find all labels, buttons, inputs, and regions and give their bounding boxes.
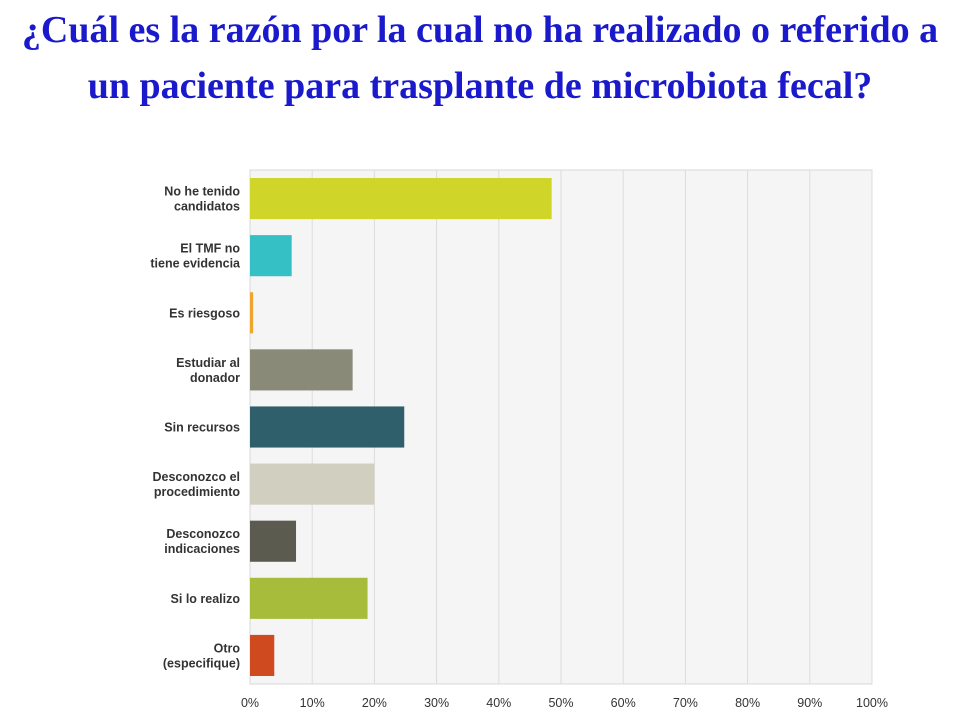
bar xyxy=(250,292,254,334)
category-label: (especifique) xyxy=(163,656,240,670)
x-tick-label: 10% xyxy=(300,696,325,710)
x-tick-label: 90% xyxy=(797,696,822,710)
bar xyxy=(250,406,405,448)
x-tick-label: 50% xyxy=(548,696,573,710)
bar xyxy=(250,349,353,391)
bar xyxy=(250,520,297,562)
bar xyxy=(250,577,368,619)
x-axis-ticks: 0% 10% 20% 30% 40% 50% 60% 70% 80% 90% 100% xyxy=(241,696,888,710)
category-label: Desconozco xyxy=(166,527,240,541)
category-label: Si lo realizo xyxy=(171,592,241,606)
x-tick-label: 60% xyxy=(611,696,636,710)
x-tick-label: 70% xyxy=(673,696,698,710)
x-tick-label: 80% xyxy=(735,696,760,710)
category-label: tiene evidencia xyxy=(150,257,241,271)
category-label: Sin recursos xyxy=(164,421,240,435)
category-label: indicaciones xyxy=(164,542,240,556)
category-label: procedimiento xyxy=(154,485,240,499)
bar xyxy=(250,235,292,277)
bar xyxy=(250,463,375,505)
x-tick-label: 20% xyxy=(362,696,387,710)
category-label: No he tenido xyxy=(164,185,240,199)
category-label: donador xyxy=(190,371,240,385)
category-label: Otro xyxy=(214,641,241,655)
category-label: Desconozco el xyxy=(152,470,240,484)
x-tick-label: 30% xyxy=(424,696,449,710)
category-label: El TMF no xyxy=(180,242,240,256)
bar xyxy=(250,177,552,220)
bar xyxy=(250,634,275,677)
chart-title: ¿Cuál es la razón por la cual no ha real… xyxy=(21,9,939,107)
category-label: Estudiar al xyxy=(176,356,240,370)
x-tick-label: 0% xyxy=(241,696,259,710)
x-tick-label: 100% xyxy=(856,696,888,710)
x-tick-label: 40% xyxy=(486,696,511,710)
category-label: candidatos xyxy=(174,200,240,214)
bars xyxy=(250,177,552,677)
category-label: Es riesgoso xyxy=(169,306,240,320)
